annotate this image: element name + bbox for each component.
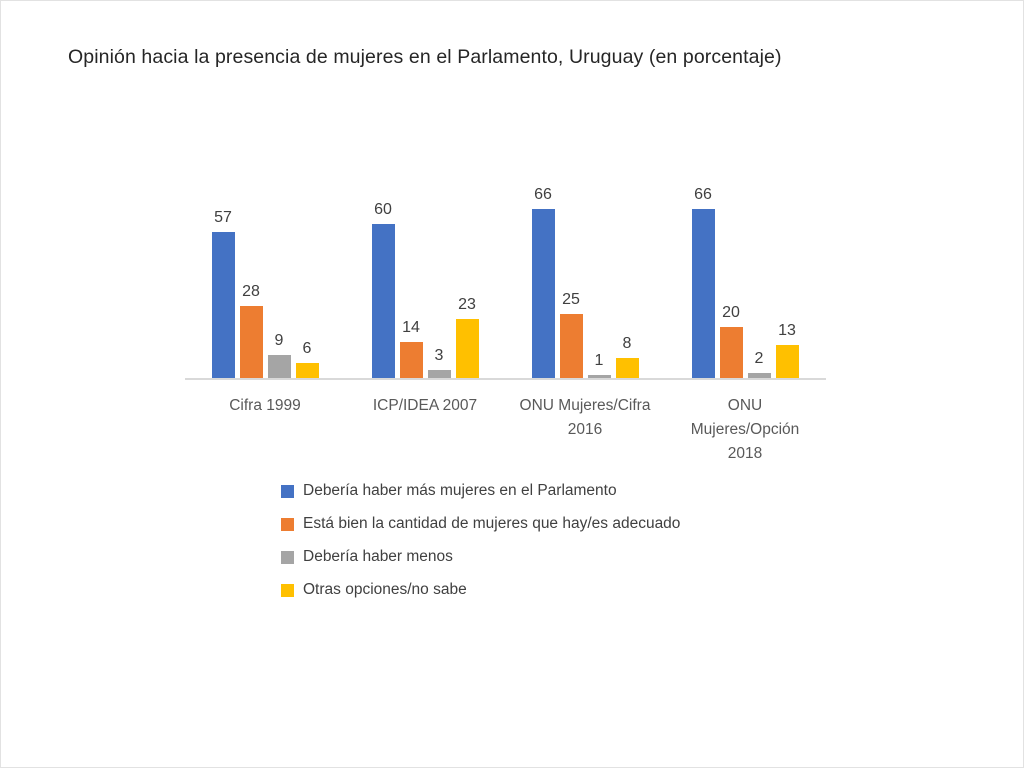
legend-label: Está bien la cantidad de mujeres que hay… xyxy=(303,515,681,532)
bar-column: 60 xyxy=(371,201,395,378)
bar-value-label: 28 xyxy=(242,283,260,300)
chart-title: Opinión hacia la presencia de mujeres en… xyxy=(68,46,782,68)
x-axis-category-label: ICP/IDEA 2007 xyxy=(372,397,478,414)
bar xyxy=(399,342,423,378)
legend-swatch-icon xyxy=(281,517,294,531)
bar-value-label: 66 xyxy=(694,186,712,203)
bar xyxy=(775,345,799,378)
bar xyxy=(691,209,715,378)
bar-group: 66 25 1 8 xyxy=(505,186,665,378)
bar-value-label: 3 xyxy=(434,347,444,364)
legend-item: Debería haber menos xyxy=(281,546,680,568)
bar-column: 3 xyxy=(427,347,451,378)
bar-value-label: 25 xyxy=(562,291,580,308)
legend-item: Otras opciones/no sabe xyxy=(281,579,680,601)
bar-column: 25 xyxy=(559,291,583,378)
legend-label: Otras opciones/no sabe xyxy=(303,581,467,598)
x-axis-category-label: ONU Mujeres/Cifra 2016 xyxy=(519,397,651,438)
x-axis-line xyxy=(185,378,826,380)
legend-swatch-icon xyxy=(281,550,294,564)
bar xyxy=(587,375,611,378)
legend-swatch-icon xyxy=(281,583,294,597)
bar-value-label: 23 xyxy=(458,296,476,313)
bar-column: 66 xyxy=(531,186,555,378)
bar-value-label: 60 xyxy=(374,201,392,218)
bar xyxy=(427,370,451,378)
bar xyxy=(211,232,235,378)
bar-column: 8 xyxy=(615,335,639,378)
bar-value-label: 1 xyxy=(594,352,604,369)
bar-column: 13 xyxy=(775,322,799,378)
legend-item: Debería haber más mujeres en el Parlamen… xyxy=(281,480,680,502)
bar-column: 28 xyxy=(239,283,263,378)
bar-value-label: 57 xyxy=(214,209,232,226)
bar-value-label: 6 xyxy=(302,340,312,357)
x-axis-category-label: ONU Mujeres/Opción 2018 xyxy=(690,397,800,462)
legend: Debería haber más mujeres en el Parlamen… xyxy=(281,480,680,612)
legend-label: Debería haber más mujeres en el Parlamen… xyxy=(303,482,617,499)
bar xyxy=(267,355,291,378)
bar-column: 2 xyxy=(747,350,771,378)
legend-item: Está bien la cantidad de mujeres que hay… xyxy=(281,513,680,535)
bar-column: 66 xyxy=(691,186,715,378)
bar-column: 23 xyxy=(455,296,479,378)
bar-column: 14 xyxy=(399,319,423,378)
bar xyxy=(239,306,263,378)
legend-label: Debería haber menos xyxy=(303,548,453,565)
bar-value-label: 66 xyxy=(534,186,552,203)
bar xyxy=(719,327,743,378)
bar-value-label: 8 xyxy=(622,335,632,352)
bar-group: 66 20 2 13 xyxy=(665,186,825,378)
bar-value-label: 2 xyxy=(754,350,764,367)
bar xyxy=(747,373,771,378)
bar xyxy=(615,358,639,378)
bar-value-label: 9 xyxy=(274,332,284,349)
bar-column: 1 xyxy=(587,352,611,378)
bar-value-label: 14 xyxy=(402,319,420,336)
bar xyxy=(455,319,479,378)
x-axis-labels: Cifra 1999 ICP/IDEA 2007 ONU Mujeres/Cifra… xyxy=(185,394,825,466)
bar-group: 60 14 3 23 xyxy=(345,201,505,378)
bar xyxy=(295,363,319,378)
bar xyxy=(371,224,395,378)
plot-area: 57 28 9 6 60 14 3 23 66 25 1 8 66 20 2 13 xyxy=(185,158,825,378)
bar-column: 9 xyxy=(267,332,291,378)
bar xyxy=(559,314,583,378)
bar-column: 6 xyxy=(295,340,319,378)
x-axis-category-label: Cifra 1999 xyxy=(229,397,301,414)
bar-column: 57 xyxy=(211,209,235,378)
bar-column: 20 xyxy=(719,304,743,378)
bar-group: 57 28 9 6 xyxy=(185,209,345,378)
bar-value-label: 13 xyxy=(778,322,796,339)
legend-swatch-icon xyxy=(281,484,294,498)
bar-value-label: 20 xyxy=(722,304,740,321)
bar xyxy=(531,209,555,378)
